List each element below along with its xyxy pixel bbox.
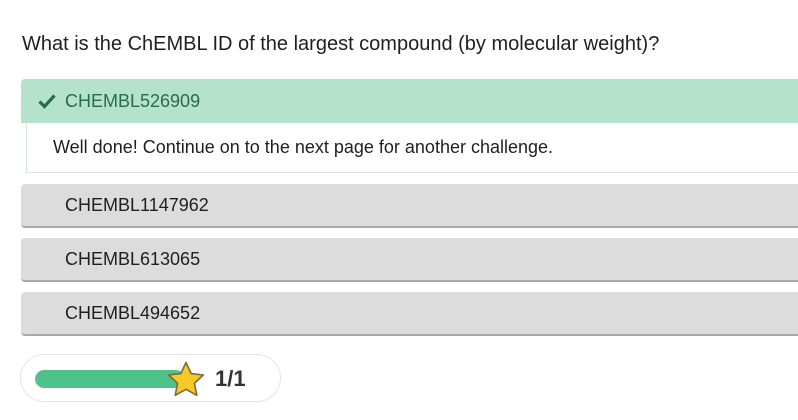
answer-option[interactable]: CHEMBL613065 bbox=[21, 238, 798, 282]
feedback-text: Well done! Continue on to the next page … bbox=[53, 137, 554, 157]
check-icon bbox=[38, 94, 56, 109]
progress-indicator: 1/1 bbox=[20, 354, 281, 402]
progress-bar-fill bbox=[35, 370, 185, 388]
feedback-message: Well done! Continue on to the next page … bbox=[26, 123, 798, 173]
question-text: What is the ChEMBL ID of the largest com… bbox=[22, 33, 660, 55]
answer-option-label: CHEMBL526909 bbox=[65, 90, 201, 111]
answer-option[interactable]: CHEMBL494652 bbox=[21, 292, 798, 336]
score-text: 1/1 bbox=[215, 366, 246, 391]
answer-option-label: CHEMBL613065 bbox=[65, 248, 201, 269]
star-icon bbox=[167, 361, 205, 397]
progress-bar bbox=[35, 370, 185, 388]
answer-option[interactable]: CHEMBL1147962 bbox=[21, 184, 798, 228]
answer-option-label: CHEMBL494652 bbox=[65, 302, 201, 323]
answer-option-label: CHEMBL1147962 bbox=[65, 194, 209, 215]
answer-option-correct[interactable]: CHEMBL526909 bbox=[21, 79, 798, 123]
